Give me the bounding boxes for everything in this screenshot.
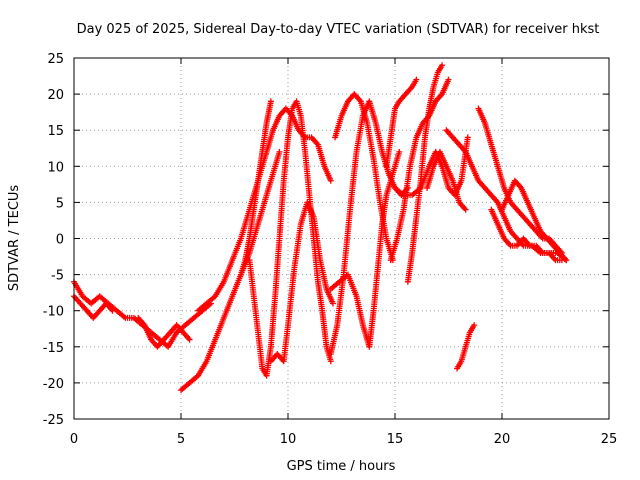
- data-point: [327, 177, 334, 184]
- series-track-19: [488, 206, 565, 264]
- series-track-9: [327, 98, 411, 358]
- series-track-15: [404, 62, 446, 285]
- data-point: [276, 148, 283, 155]
- series-track-11: [327, 148, 403, 350]
- axis-ticks: 0 5 10 15 20 25 -25 -20 -15 -10 -5 0 5 10 15 20 25: [43, 52, 618, 447]
- x-tick-label: 0: [70, 432, 78, 447]
- series-track-21: [454, 322, 478, 372]
- x-axis-title: GPS time / hours: [287, 459, 396, 474]
- series-track-1: [71, 278, 214, 350]
- series-track-3: [135, 314, 193, 350]
- y-tick-label: 0: [56, 233, 64, 248]
- data-point: [464, 134, 471, 141]
- data-point: [109, 307, 116, 314]
- y-tick-label: -5: [51, 269, 64, 284]
- y-tick-label: 15: [47, 124, 64, 139]
- x-tick-label: 15: [387, 432, 404, 447]
- series-track-18: [475, 105, 565, 256]
- data-point: [327, 358, 334, 365]
- data-point: [413, 76, 420, 83]
- data-point: [462, 206, 469, 213]
- data-point: [439, 62, 446, 69]
- x-tick-label: 25: [601, 432, 618, 447]
- data-point: [445, 76, 452, 83]
- y-tick-label: -25: [43, 413, 64, 428]
- series-track-13: [383, 76, 420, 170]
- y-tick-label: 20: [47, 88, 64, 103]
- series-track-16: [424, 148, 469, 213]
- y-tick-label: -15: [43, 341, 64, 356]
- x-tick-label: 5: [177, 432, 185, 447]
- y-tick-label: 10: [47, 160, 64, 175]
- data-point: [329, 300, 336, 307]
- y-tick-label: 25: [47, 52, 64, 67]
- data-marks: [71, 62, 570, 394]
- data-point: [563, 257, 570, 264]
- series-track-2: [71, 293, 116, 321]
- series-track-10: [332, 91, 396, 264]
- chart-title: Day 025 of 2025, Sidereal Day-to-day VTE…: [77, 22, 600, 37]
- data-point: [396, 148, 403, 155]
- data-point: [186, 336, 193, 343]
- series-track-6: [237, 98, 274, 278]
- x-tick-label: 10: [280, 432, 297, 447]
- y-tick-label: -10: [43, 305, 64, 320]
- x-tick-label: 20: [494, 432, 511, 447]
- y-tick-label: 5: [56, 196, 64, 211]
- series-track-8: [267, 199, 336, 365]
- y-tick-label: -20: [43, 377, 64, 392]
- data-point: [267, 98, 274, 105]
- series-track-20: [499, 177, 570, 264]
- data-point: [471, 322, 478, 329]
- y-axis-title: SDTVAR / TECUs: [7, 185, 22, 292]
